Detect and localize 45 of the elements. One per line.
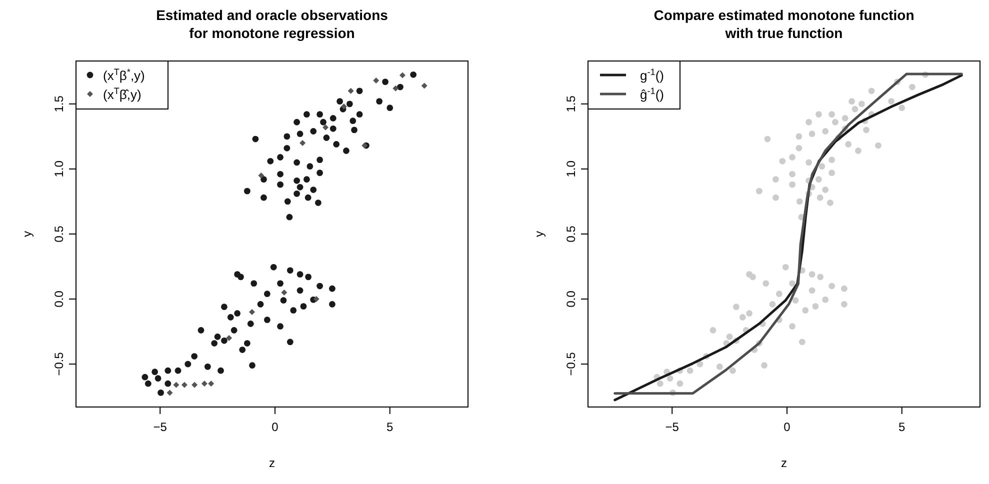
- y-axis-title: y: [20, 231, 34, 237]
- point: [340, 104, 347, 110]
- point: [173, 382, 180, 388]
- point: [373, 78, 380, 84]
- y-tick-label: 1.5: [564, 95, 578, 112]
- x-tick-label: −5: [153, 420, 168, 434]
- y-tick-label: −0.5: [52, 352, 66, 376]
- point: [300, 140, 306, 146]
- legend-label: (x$^{T}$β̂,y): [103, 86, 142, 102]
- chart-title: Estimated and oracle observations for monotone regression: [156, 7, 388, 41]
- point: [400, 72, 406, 78]
- y-axis-title: y: [532, 231, 546, 237]
- point: [192, 382, 198, 388]
- x-tick-label: 0: [784, 420, 791, 434]
- y-tick-label: 1.5: [52, 95, 66, 112]
- x-tick-label: 5: [386, 420, 394, 434]
- legend-label: g$^{-1}$(): [640, 67, 664, 83]
- point: [258, 172, 264, 178]
- y-tick-label: 0.0: [564, 290, 578, 308]
- y-tick-label: 0.0: [52, 290, 66, 308]
- point: [313, 296, 320, 302]
- point: [226, 335, 232, 342]
- x-axis-title: z: [781, 456, 787, 470]
- y-tick-label: 1.0: [52, 160, 66, 178]
- point: [348, 88, 354, 94]
- point: [208, 380, 214, 387]
- legend-label: ĝ$^{-1}$(): [640, 86, 664, 102]
- legend-label: (x$^{T}$β$^{*}$,y): [103, 67, 145, 83]
- x-tick-label: −5: [665, 420, 680, 434]
- point: [181, 382, 188, 388]
- y-tick-label: 0.5: [564, 225, 578, 242]
- chart-title: Compare estimated monotone function with true function: [654, 7, 914, 41]
- point: [166, 390, 173, 396]
- point: [392, 85, 399, 92]
- point: [322, 124, 329, 130]
- point: [201, 380, 208, 387]
- x-tick-label: 5: [898, 420, 906, 434]
- x-axis-title: z: [269, 456, 275, 470]
- y-tick-label: 1.0: [564, 160, 578, 178]
- y-tick-label: 0.5: [52, 225, 66, 242]
- point: [249, 309, 256, 316]
- point: [421, 82, 428, 89]
- x-tick-label: 0: [272, 420, 279, 434]
- point: [281, 290, 288, 296]
- y-tick-label: −0.5: [564, 352, 578, 376]
